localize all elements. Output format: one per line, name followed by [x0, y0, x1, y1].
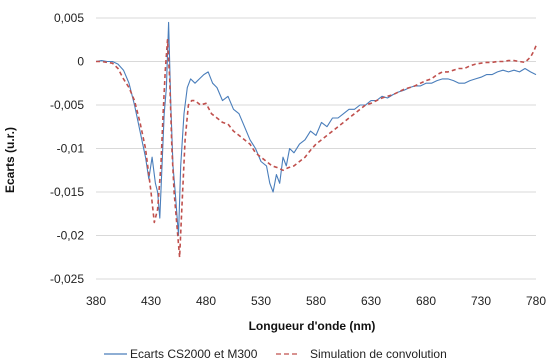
- series-lines: [95, 21, 537, 259]
- x-tick-label: 430: [141, 294, 161, 308]
- y-tick-label: -0,02: [57, 229, 85, 243]
- x-tick-label: 730: [471, 294, 491, 308]
- y-axis-title: Ecarts (u.r.): [3, 127, 17, 193]
- series-line-1: [95, 21, 537, 237]
- y-tick-label: -0,015: [50, 185, 84, 199]
- y-axis-ticks: 0,005 0 -0,005 -0,01 -0,015 -0,02 -0,025: [50, 11, 84, 286]
- y-tick-label: 0,005: [54, 11, 84, 25]
- y-tick-label: -0,01: [57, 142, 85, 156]
- legend: Ecarts CS2000 et M300 Simulation de conv…: [104, 347, 447, 361]
- x-tick-label: 580: [306, 294, 326, 308]
- y-tick-label: -0,005: [50, 98, 84, 112]
- gridlines: [96, 17, 536, 280]
- x-tick-label: 380: [86, 294, 106, 308]
- x-tick-label: 530: [251, 294, 271, 308]
- x-tick-label: 630: [361, 294, 381, 308]
- x-axis-ticks: 380 430 480 530 580 630 680 730 780: [86, 294, 546, 308]
- y-tick-label: 0: [77, 55, 84, 69]
- x-tick-label: 480: [196, 294, 216, 308]
- legend-label-series-2: Simulation de convolution: [310, 347, 447, 361]
- y-tick-label: -0,025: [50, 272, 84, 286]
- x-axis-title: Longueur d'onde (nm): [249, 319, 376, 333]
- series-line-2: [96, 38, 537, 259]
- legend-label-series-1: Ecarts CS2000 et M300: [130, 347, 258, 361]
- x-tick-label: 780: [526, 294, 546, 308]
- x-tick-label: 680: [416, 294, 436, 308]
